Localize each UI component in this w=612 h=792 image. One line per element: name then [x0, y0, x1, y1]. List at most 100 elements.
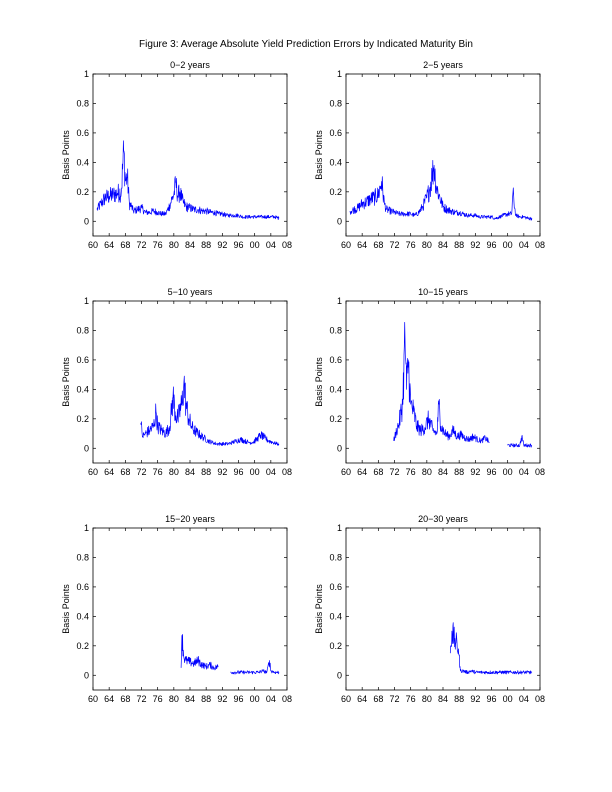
x-tick-label: 80 [422, 694, 432, 704]
series-line-1 [393, 321, 490, 444]
chart-panel-3: 5−10 years Basis Points 60 64 68 72 76 80 84 88 92… [61, 287, 292, 477]
x-tick-label: 76 [406, 694, 416, 704]
y-tick-label: 0.6 [329, 128, 342, 138]
chart-title: 0−2 years [170, 60, 210, 70]
x-tick-label: 88 [201, 467, 211, 477]
x-tick-label: 80 [169, 694, 179, 704]
y-tick-label: 0.8 [76, 552, 89, 562]
chart-title: 5−10 years [168, 287, 213, 297]
x-tick-label: 76 [406, 240, 416, 250]
x-tick-label: 60 [341, 467, 351, 477]
chart-panel-5: 15−20 years Basis Points 60 64 68 72 76 80 84 88 9… [61, 514, 292, 704]
x-tick-label: 00 [503, 694, 513, 704]
x-tick-label: 84 [185, 240, 195, 250]
x-tick-label: 92 [217, 467, 227, 477]
x-tick-label: 60 [341, 240, 351, 250]
x-tick-label: 60 [341, 694, 351, 704]
y-tick-label: 0 [337, 443, 342, 453]
x-tick-label: 72 [136, 467, 146, 477]
series-line-1 [96, 140, 280, 221]
series-line-1 [449, 622, 533, 675]
x-tick-label: 88 [201, 694, 211, 704]
y-tick-label: 1 [84, 523, 89, 533]
x-tick-label: 60 [88, 240, 98, 250]
y-tick-label: 1 [337, 69, 342, 79]
x-tick-label: 04 [266, 694, 276, 704]
x-tick-label: 84 [438, 467, 448, 477]
x-tick-label: 72 [136, 694, 146, 704]
x-tick-label: 88 [454, 240, 464, 250]
y-tick-label: 0.8 [76, 98, 89, 108]
x-tick-label: 84 [185, 694, 195, 704]
y-tick-label: 0.2 [76, 641, 89, 651]
x-tick-label: 84 [185, 467, 195, 477]
x-tick-label: 92 [470, 240, 480, 250]
x-tick-label: 96 [486, 694, 496, 704]
y-tick-label: 0.4 [329, 611, 342, 621]
chart-panel-4: 10−15 years Basis Points 60 64 68 72 76 80 84 88 9… [314, 287, 545, 477]
y-tick-label: 0.4 [76, 157, 89, 167]
y-tick-label: 0 [337, 670, 342, 680]
series-line-1 [140, 375, 280, 446]
x-tick-label: 76 [153, 694, 163, 704]
x-tick-label: 80 [169, 467, 179, 477]
x-tick-label: 64 [104, 694, 114, 704]
x-tick-label: 72 [136, 240, 146, 250]
y-tick-label: 0.6 [329, 355, 342, 365]
x-tick-label: 92 [217, 240, 227, 250]
series-line-1 [349, 159, 533, 221]
x-tick-label: 72 [389, 240, 399, 250]
x-tick-label: 04 [519, 467, 529, 477]
x-tick-label: 68 [373, 467, 383, 477]
x-tick-label: 80 [422, 467, 432, 477]
y-tick-label: 0.8 [329, 98, 342, 108]
x-tick-label: 68 [120, 694, 130, 704]
x-tick-label: 60 [88, 467, 98, 477]
chart-title: 2−5 years [423, 60, 463, 70]
y-tick-label: 0.2 [329, 641, 342, 651]
x-tick-label: 96 [486, 467, 496, 477]
y-tick-label: 0.2 [76, 414, 89, 424]
plot-frame [345, 300, 541, 464]
x-tick-label: 00 [503, 240, 513, 250]
x-tick-label: 72 [389, 694, 399, 704]
y-tick-label: 0 [84, 216, 89, 226]
x-tick-label: 92 [470, 694, 480, 704]
x-tick-label: 04 [519, 694, 529, 704]
y-axis-label: Basis Points [61, 584, 71, 634]
series-line-2 [230, 660, 280, 675]
y-tick-label: 0.8 [329, 325, 342, 335]
y-tick-label: 0.2 [76, 187, 89, 197]
y-tick-label: 0 [337, 216, 342, 226]
chart-title: 20−30 years [418, 514, 468, 524]
x-tick-label: 76 [406, 467, 416, 477]
x-tick-label: 08 [535, 240, 545, 250]
x-tick-label: 68 [373, 694, 383, 704]
x-tick-label: 00 [250, 240, 260, 250]
x-tick-label: 88 [454, 694, 464, 704]
y-axis-label: Basis Points [314, 584, 324, 634]
x-tick-label: 00 [503, 467, 513, 477]
y-tick-label: 0.4 [329, 157, 342, 167]
y-tick-label: 0.2 [329, 414, 342, 424]
y-tick-label: 0.6 [76, 582, 89, 592]
x-tick-label: 64 [357, 694, 367, 704]
x-tick-label: 04 [266, 240, 276, 250]
x-tick-label: 96 [233, 467, 243, 477]
x-tick-label: 92 [470, 467, 480, 477]
x-tick-label: 80 [422, 240, 432, 250]
x-tick-label: 08 [282, 240, 292, 250]
x-tick-label: 08 [282, 467, 292, 477]
x-tick-label: 68 [120, 240, 130, 250]
y-axis-label: Basis Points [61, 357, 71, 407]
y-tick-label: 0.6 [76, 128, 89, 138]
y-tick-label: 1 [337, 523, 342, 533]
x-tick-label: 64 [357, 467, 367, 477]
plot-frame [345, 527, 541, 691]
x-tick-label: 88 [454, 467, 464, 477]
y-tick-label: 0.2 [329, 187, 342, 197]
chart-title: 15−20 years [165, 514, 215, 524]
x-tick-label: 72 [389, 467, 399, 477]
y-tick-label: 1 [84, 69, 89, 79]
y-tick-label: 0.8 [329, 552, 342, 562]
